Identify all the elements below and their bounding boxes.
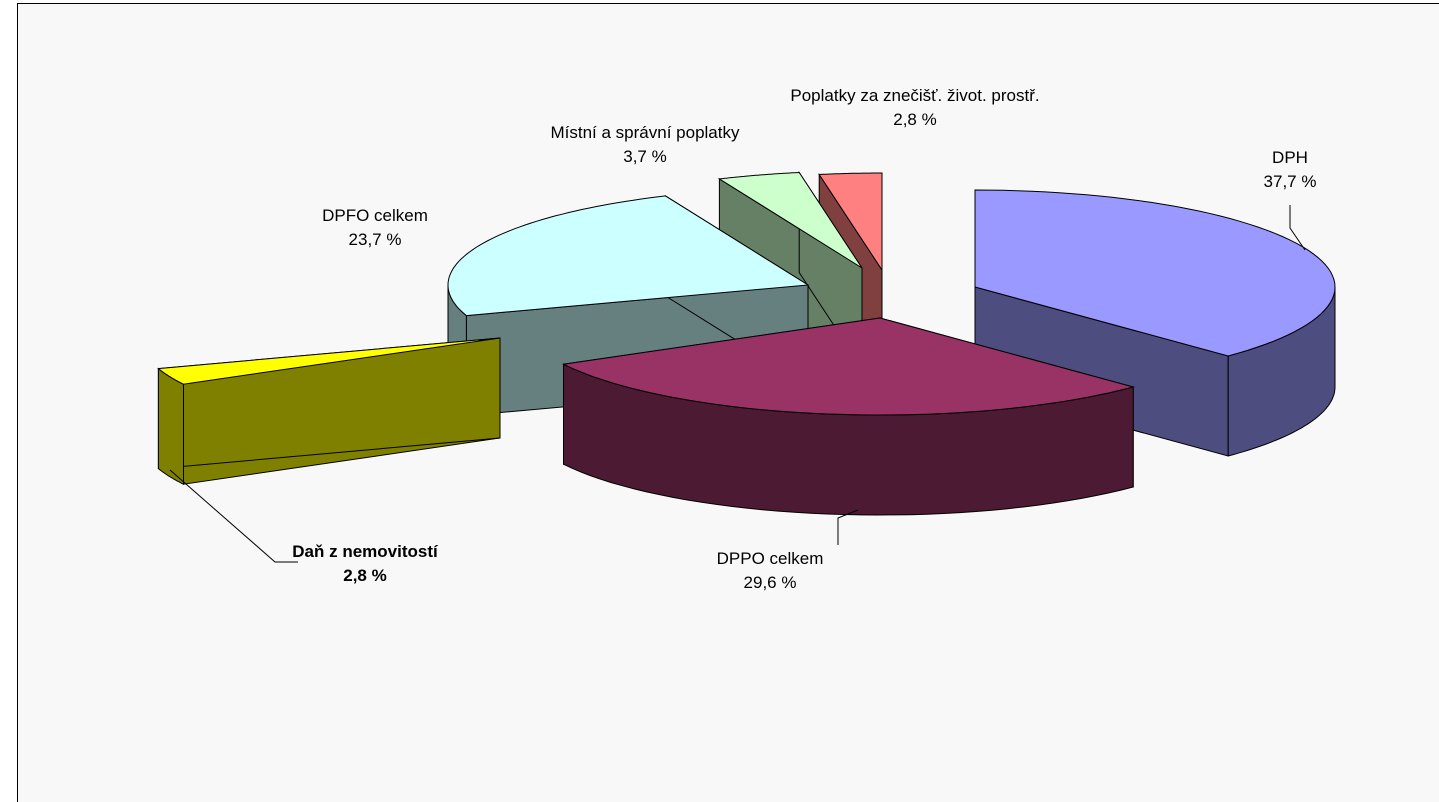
leader-line bbox=[1289, 205, 1306, 251]
label-name: DPH bbox=[1272, 148, 1308, 167]
slice-label: Místní a správní poplatky 3,7 % bbox=[505, 121, 785, 169]
label-name: DPPO celkem bbox=[716, 549, 824, 568]
slice bbox=[974, 189, 1336, 357]
label-value: 37,7 % bbox=[1263, 172, 1317, 191]
slice-label: DPPO celkem 29,6 % bbox=[670, 547, 870, 595]
slice bbox=[447, 195, 810, 317]
leader-line bbox=[169, 469, 298, 563]
label-name: Poplatky za znečišť. život. prostř. bbox=[790, 86, 1040, 105]
label-value: 2,8 % bbox=[893, 110, 937, 129]
slice bbox=[561, 317, 1136, 416]
label-name: Místní a správní poplatky bbox=[550, 123, 740, 142]
label-value: 3,7 % bbox=[623, 147, 667, 166]
label-value: 29,6 % bbox=[743, 573, 797, 592]
label-name: DPFO celkem bbox=[322, 206, 428, 225]
slice bbox=[157, 337, 501, 385]
slice-label: Poplatky za znečišť. život. prostř. 2,8 % bbox=[790, 84, 1040, 132]
slice bbox=[717, 171, 863, 269]
slice-label: DPH 37,7 % bbox=[1230, 146, 1350, 194]
label-name: Daň z nemovitostí bbox=[292, 542, 438, 561]
label-value: 2,8 % bbox=[343, 566, 387, 585]
label-value: 23,7 % bbox=[348, 230, 402, 249]
slice-label: DPFO celkem 23,7 % bbox=[275, 204, 475, 252]
leader-line bbox=[837, 509, 859, 545]
slice-wall bbox=[157, 367, 184, 486]
slice bbox=[818, 172, 883, 272]
slice-label: Daň z nemovitostí 2,8 % bbox=[255, 540, 475, 588]
